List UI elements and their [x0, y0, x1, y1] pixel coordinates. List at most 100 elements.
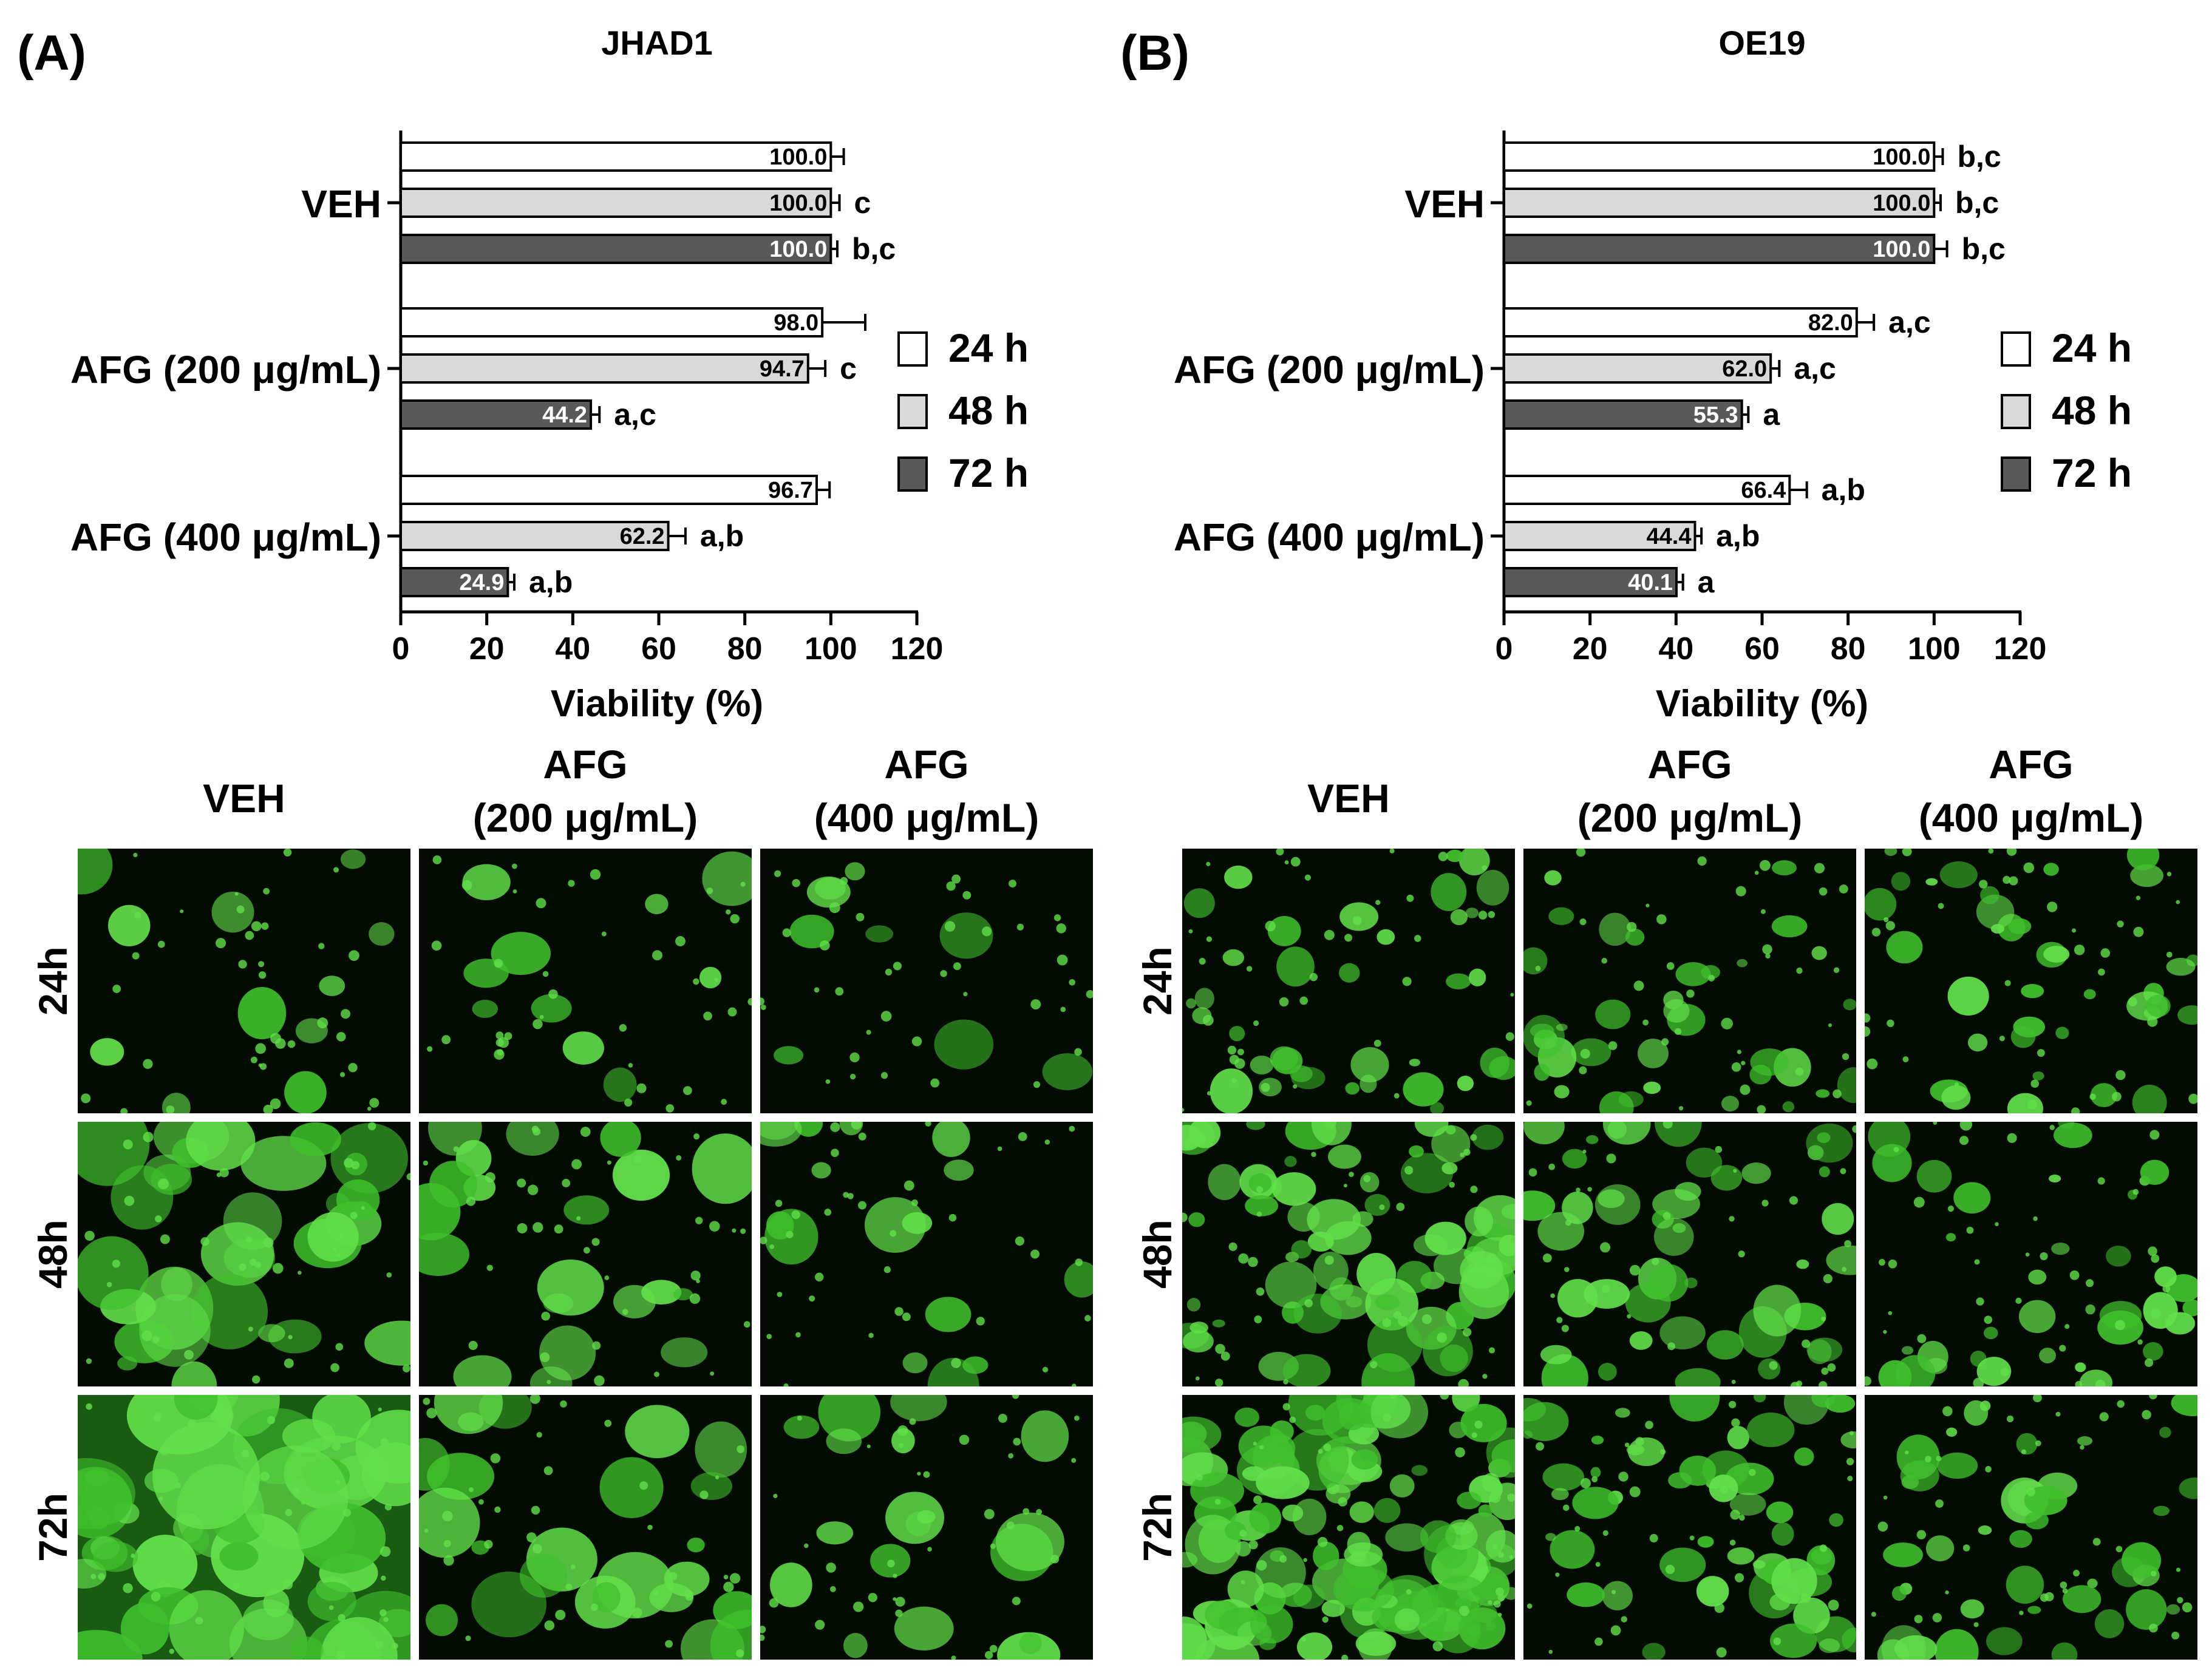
significance-label: a,c [1794, 351, 1836, 385]
bar [400, 567, 509, 597]
micrograph-image [1523, 1395, 1856, 1660]
legend-swatch [897, 331, 928, 367]
data-label: 100.0 [1873, 144, 1930, 170]
significance-label: c [840, 351, 857, 385]
plot-area-b: 0 20 40 60 80 100 120 VEH 100.0 b,c 100.0 b,c 100.0 b… [1174, 131, 2132, 667]
panel-label-a: (A) [17, 25, 86, 81]
x-axis-label-b: Viability (%) [1656, 683, 1868, 725]
micrograph-row-label: 48h [1135, 1220, 1180, 1289]
bar [1503, 141, 1936, 172]
panel-label-b: (B) [1120, 25, 1189, 81]
bar [1503, 475, 1791, 505]
legend-swatch [2001, 331, 2031, 367]
micrograph-image [1182, 1395, 1515, 1660]
x-tick-label: 100 [1908, 631, 1961, 667]
micrograph-image [78, 1122, 410, 1386]
data-label: 94.7 [760, 356, 805, 382]
category-label: VEH [301, 182, 381, 226]
bar [1503, 399, 1743, 430]
legend-label: 72 h [2052, 450, 2132, 495]
chart-title-b: OE19 [1718, 24, 1805, 62]
x-tick-label: 60 [641, 631, 676, 667]
plot-area-a: 0 20 40 60 80 100 120 VEH 100.0 100.0 c 100.0 b,c AFG… [70, 131, 1029, 667]
data-label: 40.1 [1628, 570, 1673, 595]
micrograph-column-subheader: (400 μg/mL) [1919, 795, 2143, 840]
micrograph-image [419, 1395, 752, 1660]
x-tick-label: 80 [727, 631, 763, 667]
micrograph-image [760, 849, 1093, 1113]
legend-swatch [2001, 394, 2031, 429]
micrograph-row-label: 24h [1135, 946, 1180, 1016]
data-label: 100.0 [769, 191, 827, 216]
bar [1503, 307, 1858, 338]
x-axis-label-a: Viability (%) [551, 683, 763, 725]
significance-label: a,b [529, 565, 573, 599]
micrograph-column-header: AFG [1647, 742, 1732, 787]
data-label: 62.2 [620, 524, 665, 549]
bar [400, 234, 832, 264]
legend-label: 72 h [948, 450, 1029, 495]
micrograph-image [419, 1122, 752, 1386]
data-label: 100.0 [1873, 191, 1930, 216]
significance-label: a,b [1716, 519, 1760, 553]
chart-title-a: JHAD1 [601, 24, 713, 62]
data-label: 100.0 [769, 144, 827, 170]
category-label: VEH [1404, 182, 1485, 226]
x-tick-label: 40 [1658, 631, 1693, 667]
bar [400, 353, 809, 384]
x-tick-label: 0 [1496, 631, 1513, 667]
data-label: 96.7 [768, 478, 813, 503]
legend-label: 24 h [948, 325, 1029, 370]
data-label: 55.3 [1693, 402, 1738, 428]
legend-label: 24 h [2052, 325, 2132, 370]
data-label: 98.0 [774, 310, 818, 336]
data-label: 24.9 [459, 570, 504, 595]
micrograph-image [78, 849, 410, 1113]
micrograph-column-header: AFG [884, 742, 968, 787]
data-label: 100.0 [769, 237, 827, 262]
data-label: 62.0 [1722, 356, 1767, 382]
x-tick-label: 120 [1994, 631, 2047, 667]
chart-panel-a: (A) JHAD1 0 20 40 60 80 100 120 VEH 100.0 100.0 c 1… [17, 24, 1029, 725]
significance-label: a,b [1822, 473, 1865, 507]
data-label: 44.2 [542, 402, 587, 428]
legend-swatch [897, 394, 928, 429]
significance-label: b,c [1958, 140, 2001, 174]
x-tick-label: 80 [1831, 631, 1866, 667]
x-tick-label: 60 [1744, 631, 1780, 667]
significance-label: a,b [700, 519, 744, 553]
micrograph-image [1182, 1122, 1515, 1386]
significance-label: a [1763, 398, 1780, 432]
x-tick-label: 120 [891, 631, 944, 667]
micrograph-column-header: VEH [1307, 776, 1390, 821]
legend-label: 48 h [2052, 388, 2132, 433]
legend-label: 48 h [948, 388, 1029, 433]
bar [1503, 567, 1678, 597]
micrograph-row-label: 72h [1135, 1493, 1180, 1562]
micrograph-column-header: AFG [1989, 742, 2073, 787]
micrograph-image [1865, 1122, 2197, 1386]
category-label: AFG (400 μg/mL) [70, 515, 381, 559]
category-label: AFG (200 μg/mL) [70, 348, 381, 392]
bar [400, 141, 832, 172]
micrograph-image [1523, 1122, 1856, 1386]
bar [400, 307, 824, 338]
bar [400, 475, 818, 505]
significance-label: a [1698, 565, 1715, 599]
data-label: 100.0 [1873, 237, 1930, 262]
significance-label: b,c [1962, 232, 2006, 266]
significance-label: c [854, 186, 871, 220]
bar [1503, 188, 1936, 218]
x-tick-label: 40 [555, 631, 590, 667]
bar [400, 188, 832, 218]
legend-swatch [2001, 456, 2031, 492]
micrograph-row-label: 72h [30, 1493, 75, 1562]
micrograph-image [1182, 849, 1515, 1113]
micrograph-image [1523, 849, 1856, 1113]
x-tick-label: 0 [392, 631, 410, 667]
bar [1503, 353, 1772, 384]
micrograph-column-subheader: (200 μg/mL) [473, 795, 698, 840]
significance-label: b,c [1955, 186, 1999, 220]
data-label: 66.4 [1741, 478, 1786, 503]
